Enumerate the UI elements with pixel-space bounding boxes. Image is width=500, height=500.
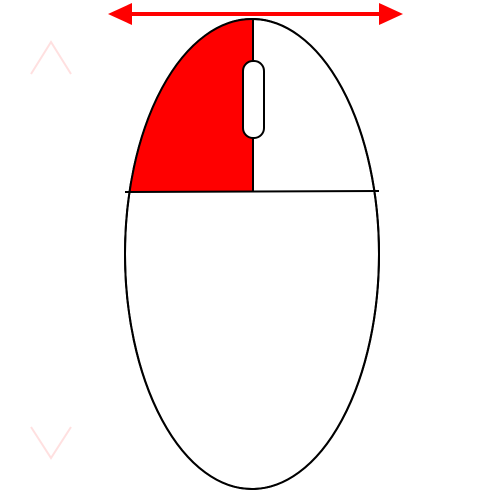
arrow-right-icon (379, 3, 403, 25)
chevron-down-icon (30, 426, 72, 460)
arrow-left-icon (108, 3, 132, 25)
scroll-wheel (242, 60, 265, 139)
left-mouse-button (125, 19, 253, 192)
chevron-up-icon (30, 40, 72, 75)
horizontal-drag-arrow (108, 3, 403, 25)
